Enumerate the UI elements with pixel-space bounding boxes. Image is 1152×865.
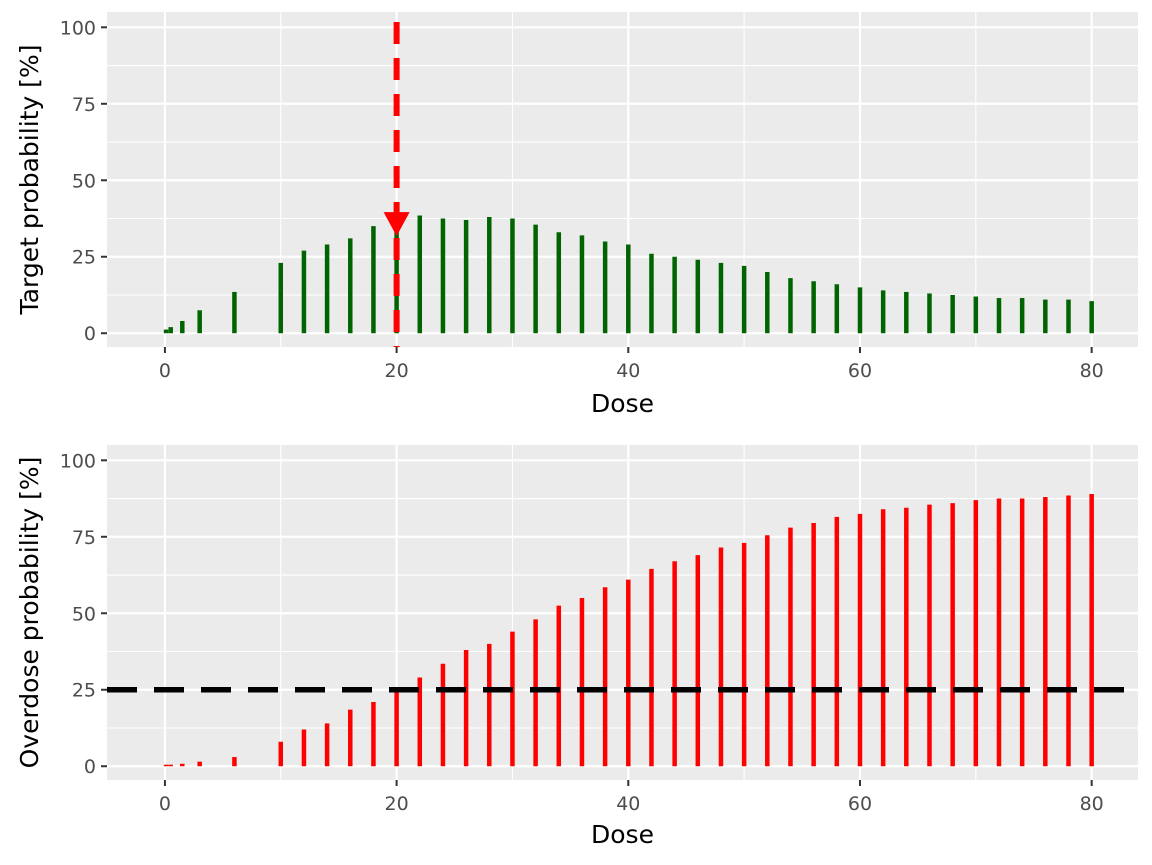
x-tick-label: 40 bbox=[616, 360, 640, 382]
y-tick-label: 0 bbox=[84, 756, 96, 778]
y-tick-label: 100 bbox=[60, 17, 96, 39]
x-tick-label: 0 bbox=[159, 360, 171, 382]
y-axis-title: Overdose probability [%] bbox=[15, 457, 44, 769]
x-tick-label: 80 bbox=[1080, 360, 1104, 382]
recommended-dose-marker bbox=[383, 212, 410, 237]
y-tick-label: 25 bbox=[72, 247, 96, 269]
x-axis-title: Dose bbox=[591, 389, 654, 418]
panel-2: 0 20 40 60 80 0 25 50 75 100 Dose Overdose probabil… bbox=[15, 445, 1138, 849]
y-tick-label: 100 bbox=[60, 450, 96, 472]
x-tick-label: 0 bbox=[159, 793, 171, 815]
x-tick-label: 20 bbox=[385, 360, 409, 382]
y-tick-label: 75 bbox=[72, 94, 96, 116]
x-tick-label: 60 bbox=[848, 360, 872, 382]
y-axis-title: Target probability [%] bbox=[15, 45, 44, 316]
y-tick-label: 50 bbox=[72, 170, 96, 192]
y-tick-label: 50 bbox=[72, 603, 96, 625]
x-tick-label: 40 bbox=[616, 793, 640, 815]
x-tick-label: 20 bbox=[385, 793, 409, 815]
x-axis-title: Dose bbox=[591, 820, 654, 849]
y-tick-label: 0 bbox=[84, 323, 96, 345]
y-tick-label: 75 bbox=[72, 527, 96, 549]
y-tick-label: 25 bbox=[72, 680, 96, 702]
x-tick-label: 60 bbox=[848, 793, 872, 815]
x-tick-label: 80 bbox=[1080, 793, 1104, 815]
panel-1: 0 20 40 60 80 0 25 50 75 100 Dose Target probabilit… bbox=[15, 12, 1138, 418]
